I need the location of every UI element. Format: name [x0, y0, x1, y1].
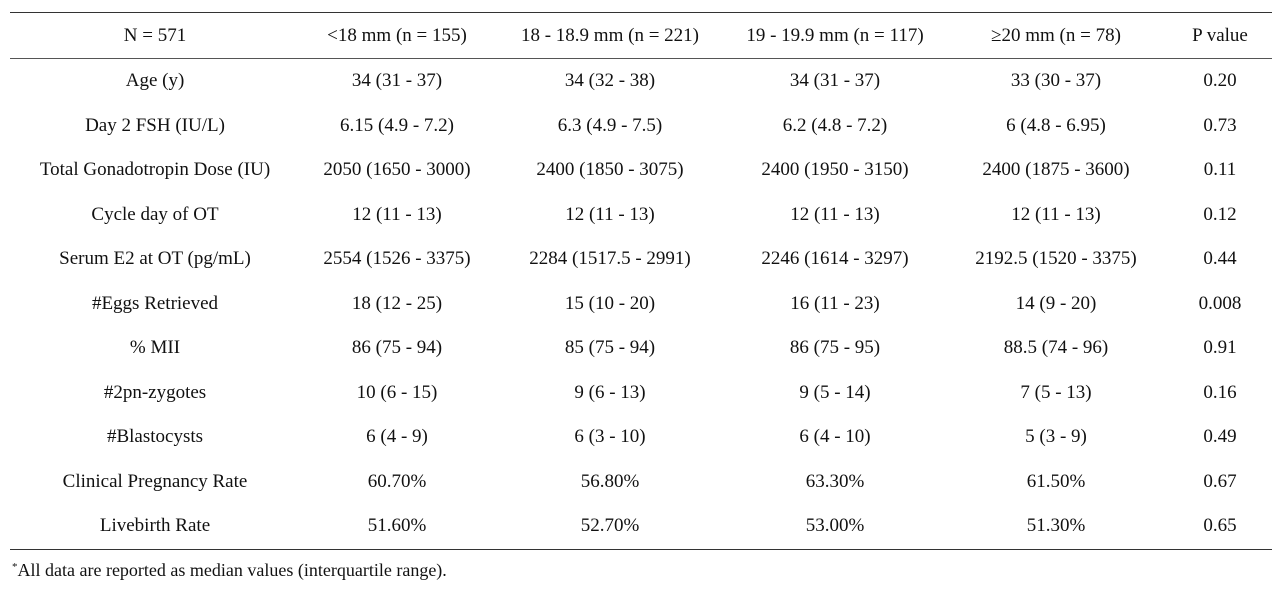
value-cell: 12 (11 - 13) — [790, 203, 880, 225]
value-cell: 12 (11 - 13) — [1011, 203, 1101, 225]
value-cell: 5 (3 - 9) — [1025, 426, 1087, 448]
value-cell: 34 (31 - 37) — [789, 70, 881, 92]
value-cell: 12 (11 - 13) — [565, 203, 655, 225]
value-cell: 63.30% — [805, 470, 865, 492]
table-row: % MII 86 (75 - 94) 85 (75 - 94) 86 (75 - 95… — [10, 326, 1272, 371]
value-cell: 16 (11 - 23) — [790, 292, 880, 314]
row-label-cell: Total Gonadotropin Dose (IU) — [39, 159, 271, 181]
header-cell-p-value: P value — [1192, 24, 1248, 46]
value-cell: 9 (5 - 14) — [799, 381, 871, 403]
table-row: Clinical Pregnancy Rate 60.70% 56.80% 63.30… — [10, 460, 1272, 505]
value-cell: 2400 (1950 - 3150) — [761, 159, 909, 181]
value-cell: 7 (5 - 13) — [1020, 381, 1092, 403]
row-label-cell: Age (y) — [125, 70, 185, 92]
header-cell-sample-size: N = 571 — [123, 24, 187, 46]
value-cell: 15 (10 - 20) — [564, 292, 656, 314]
table-row: Livebirth Rate 51.60% 52.70% 53.00% 51.30% 0.… — [10, 504, 1272, 549]
value-cell: 6.2 (4.8 - 7.2) — [782, 114, 888, 136]
table-row: Cycle day of OT 12 (11 - 13) 12 (11 - 13) 1… — [10, 193, 1272, 238]
header-cell-group: 19 - 19.9 mm (n = 117) — [746, 24, 924, 46]
value-cell: 6 (4.8 - 6.95) — [1006, 114, 1106, 136]
value-cell: 18 (12 - 25) — [351, 292, 443, 314]
header-cell-group: 18 - 18.9 mm (n = 221) — [520, 24, 699, 46]
value-cell: 10 (6 - 15) — [356, 381, 438, 403]
p-value-cell: 0.91 — [1203, 337, 1237, 359]
table-row: #2pn-zygotes 10 (6 - 15) 9 (6 - 13) 9 (5 - … — [10, 371, 1272, 416]
value-cell: 88.5 (74 - 96) — [1003, 337, 1109, 359]
value-cell: 51.30% — [1026, 515, 1086, 537]
row-label-cell: #2pn-zygotes — [103, 381, 207, 403]
row-label-cell: Serum E2 at OT (pg/mL) — [59, 248, 251, 270]
value-cell: 2246 (1614 - 3297) — [761, 248, 909, 270]
header-cell-group: <18 mm (n = 155) — [327, 24, 467, 46]
table-body: Age (y) 34 (31 - 37) 34 (32 - 38) 34 (31 - … — [10, 59, 1272, 549]
p-value-cell: 0.73 — [1203, 114, 1237, 136]
value-cell: 51.60% — [367, 515, 427, 537]
row-label-cell: Clinical Pregnancy Rate — [62, 470, 248, 492]
row-label-cell: Livebirth Rate — [99, 515, 211, 537]
value-cell: 2284 (1517.5 - 2991) — [529, 248, 691, 270]
table-row: Total Gonadotropin Dose (IU) 2050 (1650 -… — [10, 148, 1272, 193]
data-table: N = 571 <18 mm (n = 155) 18 - 18.9 mm (n =… — [10, 12, 1272, 550]
value-cell: 34 (32 - 38) — [564, 70, 656, 92]
value-cell: 12 (11 - 13) — [352, 203, 442, 225]
row-label-cell: #Eggs Retrieved — [91, 292, 219, 314]
table-row: #Blastocysts 6 (4 - 9) 6 (3 - 10) 6 (4 - 10… — [10, 415, 1272, 460]
value-cell: 14 (9 - 20) — [1015, 292, 1097, 314]
table-footnote: *All data are reported as median values … — [12, 560, 447, 581]
value-cell: 60.70% — [367, 470, 427, 492]
value-cell: 6 (4 - 9) — [366, 426, 428, 448]
value-cell: 2554 (1526 - 3375) — [323, 248, 471, 270]
value-cell: 86 (75 - 94) — [351, 337, 443, 359]
value-cell: 2400 (1875 - 3600) — [982, 159, 1130, 181]
data-table-container: N = 571 <18 mm (n = 155) 18 - 18.9 mm (n =… — [10, 12, 1272, 550]
value-cell: 34 (31 - 37) — [351, 70, 443, 92]
p-value-cell: 0.44 — [1203, 248, 1237, 270]
table-row: #Eggs Retrieved 18 (12 - 25) 15 (10 - 20) 1… — [10, 282, 1272, 327]
row-label-cell: % MII — [129, 337, 181, 359]
value-cell: 6.15 (4.9 - 7.2) — [340, 114, 454, 136]
value-cell: 2050 (1650 - 3000) — [323, 159, 471, 181]
p-value-cell: 0.65 — [1203, 515, 1237, 537]
value-cell: 2192.5 (1520 - 3375) — [975, 248, 1137, 270]
table-row: Age (y) 34 (31 - 37) 34 (32 - 38) 34 (31 - … — [10, 59, 1272, 104]
table-header-row: N = 571 <18 mm (n = 155) 18 - 18.9 mm (n =… — [10, 12, 1272, 59]
table-row: Serum E2 at OT (pg/mL) 2554 (1526 - 3375)… — [10, 237, 1272, 282]
row-label-cell: Cycle day of OT — [91, 203, 219, 225]
p-value-cell: 0.49 — [1203, 426, 1237, 448]
value-cell: 2400 (1850 - 3075) — [536, 159, 684, 181]
row-label-cell: #Blastocysts — [106, 426, 204, 448]
value-cell: 56.80% — [580, 470, 640, 492]
value-cell: 6.3 (4.9 - 7.5) — [557, 114, 663, 136]
p-value-cell: 0.12 — [1203, 203, 1237, 225]
row-label-cell: Day 2 FSH (IU/L) — [85, 114, 225, 136]
value-cell: 6 (4 - 10) — [799, 426, 871, 448]
footnote-text: All data are reported as median values (… — [17, 560, 447, 580]
header-cell-group: ≥20 mm (n = 78) — [991, 24, 1121, 46]
value-cell: 33 (30 - 37) — [1010, 70, 1102, 92]
value-cell: 9 (6 - 13) — [574, 381, 646, 403]
value-cell: 61.50% — [1026, 470, 1086, 492]
footnote-marker: * — [12, 561, 18, 573]
value-cell: 52.70% — [580, 515, 640, 537]
value-cell: 86 (75 - 95) — [789, 337, 881, 359]
value-cell: 53.00% — [805, 515, 865, 537]
p-value-cell: 0.20 — [1203, 70, 1237, 92]
p-value-cell: 0.67 — [1203, 470, 1237, 492]
p-value-cell: 0.008 — [1198, 292, 1242, 314]
table-row: Day 2 FSH (IU/L) 6.15 (4.9 - 7.2) 6.3 (4.9… — [10, 104, 1272, 149]
p-value-cell: 0.16 — [1203, 381, 1237, 403]
p-value-cell: 0.11 — [1203, 159, 1237, 181]
value-cell: 85 (75 - 94) — [564, 337, 656, 359]
value-cell: 6 (3 - 10) — [574, 426, 646, 448]
